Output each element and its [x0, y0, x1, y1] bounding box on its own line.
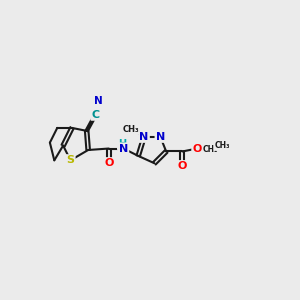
Text: CH₂: CH₂	[202, 146, 218, 154]
Text: N: N	[119, 143, 128, 154]
Text: C: C	[92, 110, 100, 120]
Text: CH₃: CH₃	[122, 125, 139, 134]
Text: N: N	[94, 96, 103, 106]
Text: O: O	[178, 161, 187, 171]
Text: CH₃: CH₃	[214, 141, 230, 150]
Text: N: N	[140, 132, 149, 142]
Text: O: O	[192, 143, 202, 154]
Text: O: O	[104, 158, 113, 168]
Text: S: S	[67, 155, 74, 165]
Text: H: H	[118, 139, 126, 149]
Text: N: N	[156, 132, 165, 142]
